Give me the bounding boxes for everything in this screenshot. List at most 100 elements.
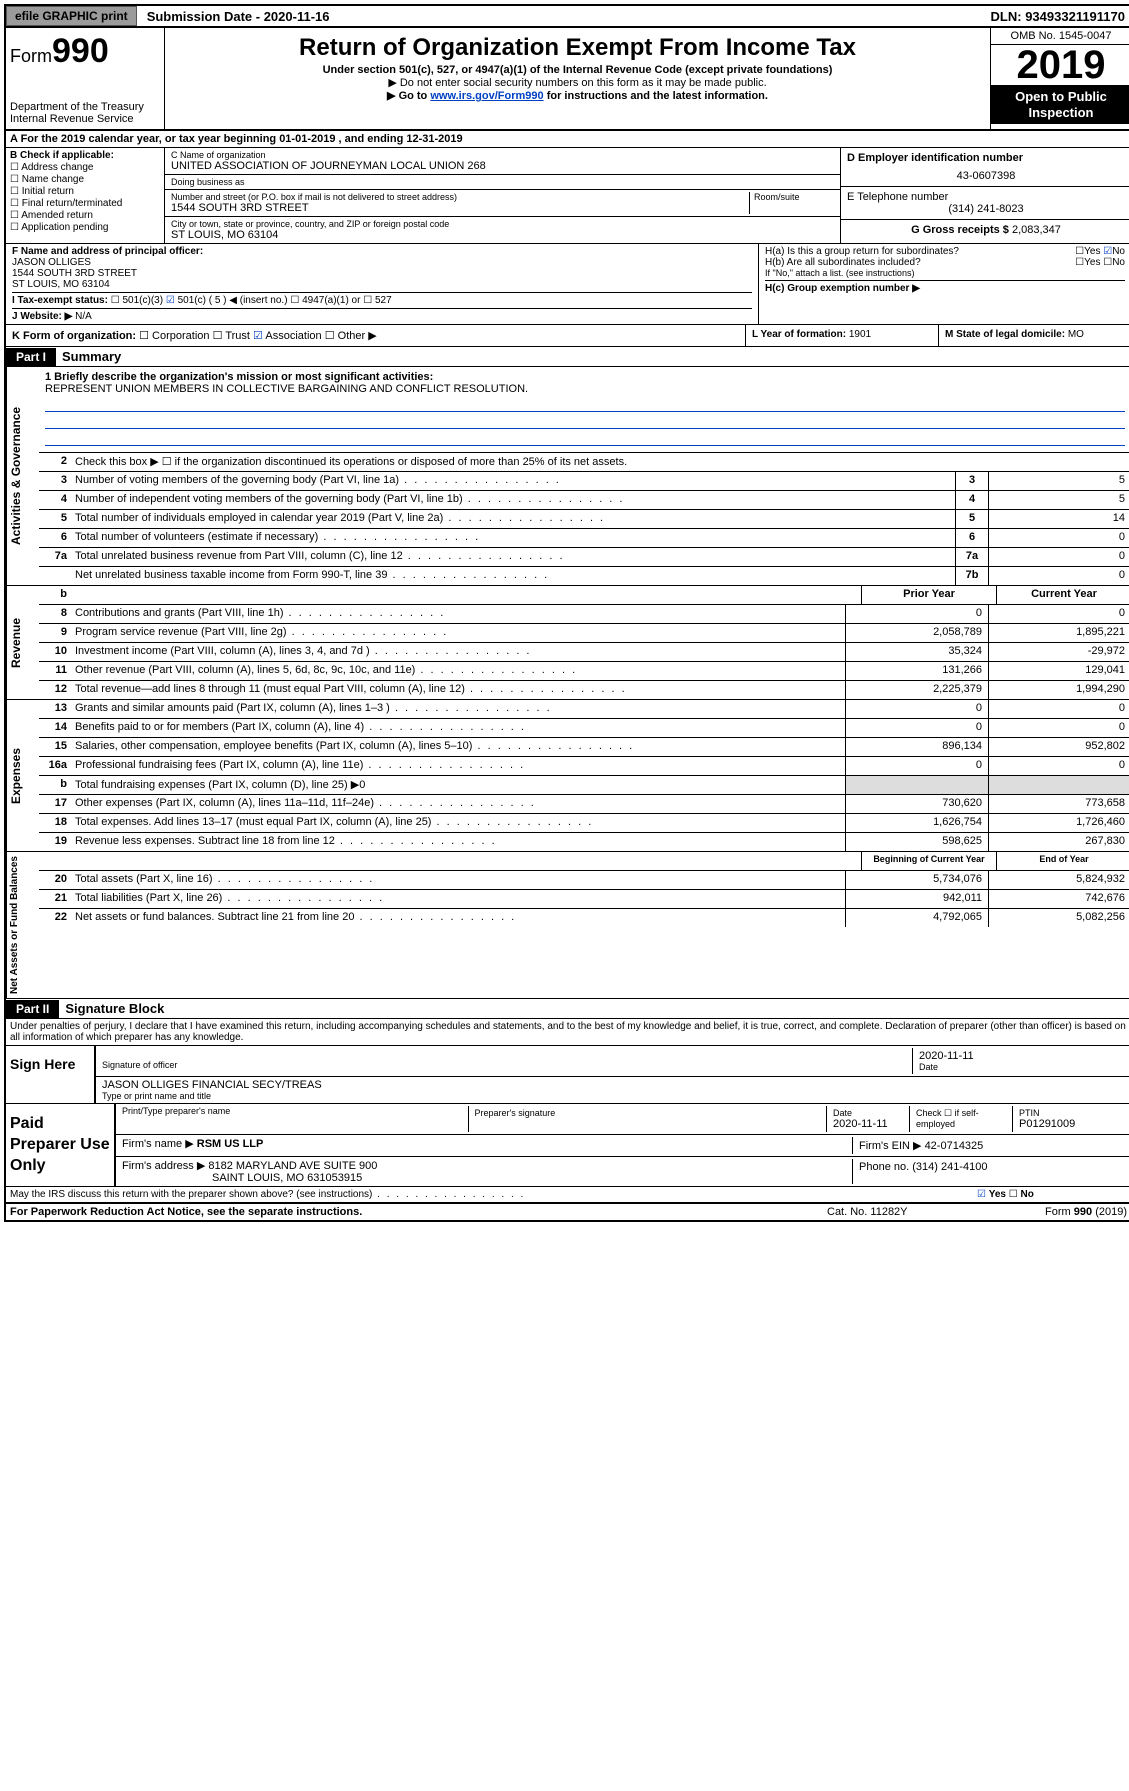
officer-name: JASON OLLIGES	[12, 257, 752, 268]
curr-val: 1,895,221	[988, 624, 1129, 642]
ptin: P01291009	[1019, 1118, 1119, 1130]
gov-val: 5	[988, 472, 1129, 490]
gov-row: 6 Total number of volunteers (estimate i…	[39, 529, 1129, 548]
amt-row: 17 Other expenses (Part IX, column (A), …	[39, 795, 1129, 814]
amt-row: 22 Net assets or fund balances. Subtract…	[39, 909, 1129, 927]
gov-val: 0	[988, 567, 1129, 585]
dept-treasury: Department of the Treasury	[10, 101, 160, 113]
chk-address[interactable]: ☐ Address change	[10, 162, 160, 173]
curr-val: 1,726,460	[988, 814, 1129, 832]
amt-row: 18 Total expenses. Add lines 13–17 (must…	[39, 814, 1129, 833]
dln-label: DLN: 93493321191170	[985, 7, 1129, 26]
gov-row: 3 Number of voting members of the govern…	[39, 472, 1129, 491]
prior-val: 1,626,754	[845, 814, 988, 832]
revenue-section: Revenue b Prior Year Current Year 8 Cont…	[6, 586, 1129, 700]
officer-print-name: JASON OLLIGES FINANCIAL SECY/TREAS	[102, 1079, 1125, 1091]
footer: For Paperwork Reduction Act Notice, see …	[6, 1203, 1129, 1220]
org-name: UNITED ASSOCIATION OF JOURNEYMAN LOCAL U…	[171, 160, 834, 172]
gov-row: Net unrelated business taxable income fr…	[39, 567, 1129, 585]
form990-link[interactable]: www.irs.gov/Form990	[430, 90, 543, 102]
firm-phone: (314) 241-4100	[912, 1161, 987, 1173]
org-street: 1544 SOUTH 3RD STREET	[171, 202, 749, 214]
netassets-tab: Net Assets or Fund Balances	[6, 852, 39, 998]
open-public-badge: Open to Public Inspection	[991, 85, 1129, 124]
curr-val	[988, 776, 1129, 794]
submission-label: Submission Date - 2020-11-16	[141, 7, 336, 26]
irs-label: Internal Revenue Service	[10, 113, 160, 125]
amt-row: 11 Other revenue (Part VIII, column (A),…	[39, 662, 1129, 681]
subtitle-3: ▶ Go to www.irs.gov/Form990 for instruct…	[169, 89, 986, 102]
curr-val: -29,972	[988, 643, 1129, 661]
subtitle-1: Under section 501(c), 527, or 4947(a)(1)…	[169, 64, 986, 76]
gov-val: 0	[988, 529, 1129, 547]
curr-val: 0	[988, 757, 1129, 775]
prior-val: 0	[845, 757, 988, 775]
amt-row: 21 Total liabilities (Part X, line 26) 9…	[39, 890, 1129, 909]
curr-val: 742,676	[988, 890, 1129, 908]
prior-val: 5,734,076	[845, 871, 988, 889]
prior-val	[845, 776, 988, 794]
subtitle-2: ▶ Do not enter social security numbers o…	[169, 76, 986, 89]
chk-name[interactable]: ☐ Name change	[10, 174, 160, 185]
curr-val: 952,802	[988, 738, 1129, 756]
part-i-header: Part I Summary	[6, 347, 1129, 367]
paid-preparer-block: Paid Preparer Use Only Print/Type prepar…	[6, 1104, 1129, 1187]
amt-row: 8 Contributions and grants (Part VIII, l…	[39, 605, 1129, 624]
chk-initial[interactable]: ☐ Initial return	[10, 186, 160, 197]
amt-row: 20 Total assets (Part X, line 16) 5,734,…	[39, 871, 1129, 890]
row-f-h: F Name and address of principal officer:…	[6, 244, 1129, 325]
gov-val: 0	[988, 548, 1129, 566]
prior-val: 35,324	[845, 643, 988, 661]
website: N/A	[75, 311, 92, 322]
expenses-tab: Expenses	[6, 700, 39, 851]
chk-pending[interactable]: ☐ Application pending	[10, 222, 160, 233]
governance-tab: Activities & Governance	[6, 367, 39, 585]
org-city: ST LOUIS, MO 63104	[171, 229, 834, 241]
prior-val: 131,266	[845, 662, 988, 680]
row-a: A For the 2019 calendar year, or tax yea…	[6, 131, 1129, 148]
curr-val: 0	[988, 719, 1129, 737]
gov-row: 5 Total number of individuals employed i…	[39, 510, 1129, 529]
amt-row: 9 Program service revenue (Part VIII, li…	[39, 624, 1129, 643]
firm-ein: 42-0714325	[925, 1140, 984, 1152]
sign-date: 2020-11-11	[919, 1050, 1119, 1062]
prior-val: 598,625	[845, 833, 988, 851]
form-container: Form990 Department of the Treasury Inter…	[4, 28, 1129, 1222]
prior-val: 0	[845, 719, 988, 737]
year-formation: 1901	[849, 329, 871, 340]
amt-row: 12 Total revenue—add lines 8 through 11 …	[39, 681, 1129, 699]
tax-year: 2019	[991, 45, 1129, 85]
prior-val: 2,058,789	[845, 624, 988, 642]
prior-val: 896,134	[845, 738, 988, 756]
amt-row: 10 Investment income (Part VIII, column …	[39, 643, 1129, 662]
chk-amended[interactable]: ☐ Amended return	[10, 210, 160, 221]
prior-val: 0	[845, 605, 988, 623]
col-b: B Check if applicable: ☐ Address change …	[6, 148, 165, 243]
prior-val: 0	[845, 700, 988, 718]
efile-button[interactable]: efile GRAPHIC print	[6, 6, 137, 26]
state-domicile: MO	[1068, 329, 1084, 340]
discuss-row: May the IRS discuss this return with the…	[6, 1187, 1129, 1203]
form-title: Return of Organization Exempt From Incom…	[169, 34, 986, 62]
governance-section: Activities & Governance 1 Briefly descri…	[6, 367, 1129, 586]
firm-name: RSM US LLP	[197, 1138, 264, 1150]
gross-receipts: 2,083,347	[1012, 224, 1061, 236]
gov-row: 4 Number of independent voting members o…	[39, 491, 1129, 510]
curr-val: 267,830	[988, 833, 1129, 851]
chk-final[interactable]: ☐ Final return/terminated	[10, 198, 160, 209]
revenue-tab: Revenue	[6, 586, 39, 699]
phone: (314) 241-8023	[847, 203, 1125, 215]
sign-here-block: Sign Here Signature of officer 2020-11-1…	[6, 1046, 1129, 1104]
gov-row: 7a Total unrelated business revenue from…	[39, 548, 1129, 567]
curr-val: 0	[988, 605, 1129, 623]
perjury-text: Under penalties of perjury, I declare th…	[6, 1019, 1129, 1046]
amt-row: 16a Professional fundraising fees (Part …	[39, 757, 1129, 776]
mission-text: REPRESENT UNION MEMBERS IN COLLECTIVE BA…	[45, 383, 1125, 395]
curr-val: 5,824,932	[988, 871, 1129, 889]
expenses-section: Expenses 13 Grants and similar amounts p…	[6, 700, 1129, 852]
curr-val: 5,082,256	[988, 909, 1129, 927]
gov-val: 5	[988, 491, 1129, 509]
prior-val: 4,792,065	[845, 909, 988, 927]
prior-val: 2,225,379	[845, 681, 988, 699]
amt-row: b Total fundraising expenses (Part IX, c…	[39, 776, 1129, 795]
